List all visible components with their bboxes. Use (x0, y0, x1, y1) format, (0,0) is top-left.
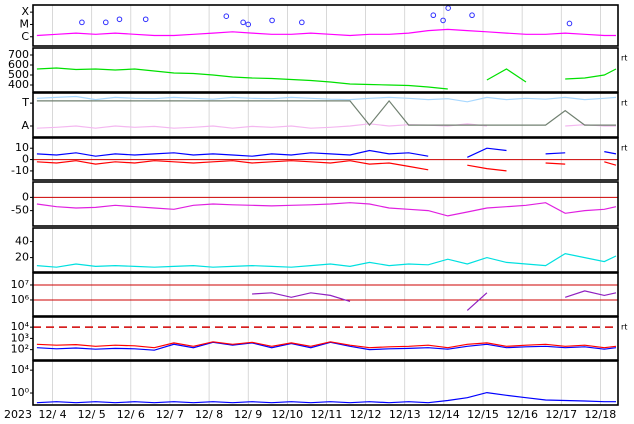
flare-marker (223, 13, 230, 20)
panel-frame (32, 181, 619, 227)
x-tick-label: 12/15 (467, 408, 499, 421)
panel-frame (32, 4, 619, 47)
y-tick-label: C (21, 30, 29, 43)
y-tick-label: 0 (22, 190, 29, 203)
series-line (36, 67, 617, 90)
y-tick-label: 10 (15, 141, 29, 154)
x-tick-label: 12/17 (545, 408, 577, 421)
panel-frame (32, 272, 619, 317)
y-tick-label: -50 (11, 204, 29, 217)
series-line (36, 28, 616, 37)
panel-frame (32, 92, 619, 138)
y-tick-label: 10⁴ (11, 320, 30, 333)
x-tick-label: 12/ 4 (38, 408, 66, 421)
x-tick-label: 12/10 (271, 408, 303, 421)
flare-marker (79, 19, 85, 26)
year-label: 2023 (4, 408, 32, 421)
series-line (252, 290, 617, 311)
flare-marker (440, 17, 446, 24)
series-line (36, 147, 617, 158)
flare-marker (102, 19, 109, 26)
y-tick-label: 0 (22, 153, 29, 166)
x-tick-label: 12/ 8 (195, 408, 223, 421)
side-label: rt (621, 144, 627, 153)
flare-marker (430, 12, 437, 19)
x-tick-label: 12/ 7 (156, 408, 184, 421)
y-tick-label: 600 (8, 58, 29, 71)
y-tick-label: 10³ (11, 331, 29, 344)
y-tick-label: 10⁰ (11, 386, 30, 399)
panel-frame (32, 47, 619, 93)
series-line (36, 160, 617, 172)
y-tick-label: 20 (15, 251, 29, 264)
side-label: rt (621, 323, 627, 332)
y-tick-label: 700 (8, 48, 29, 61)
side-label: rt (621, 54, 627, 63)
series-line (36, 391, 616, 404)
flare-marker (445, 5, 451, 11)
y-tick-label: X (21, 5, 29, 18)
y-tick-label: T (21, 96, 29, 109)
x-tick-label: 12/ 9 (234, 408, 262, 421)
panel-frame (32, 360, 619, 406)
y-tick-label: 400 (8, 78, 29, 91)
panel-frame (32, 227, 619, 273)
x-tick-label: 12/12 (350, 408, 382, 421)
flare-marker (116, 16, 123, 23)
series-line (36, 202, 617, 217)
x-tick-label: 12/14 (428, 408, 460, 421)
x-tick-label: 12/18 (585, 408, 617, 421)
x-tick-label: 12/11 (311, 408, 343, 421)
series-line (36, 252, 617, 268)
y-tick-label: 10⁴ (11, 363, 30, 376)
y-tick-label: 40 (15, 235, 29, 248)
side-label: rt (621, 99, 627, 108)
series-line (36, 99, 616, 127)
y-tick-label: 500 (8, 68, 29, 81)
y-tick-label: 10⁶ (11, 293, 30, 306)
y-tick-label: 10⁷ (11, 278, 29, 291)
flare-marker (240, 19, 246, 26)
series-line (36, 341, 617, 349)
series-line (36, 95, 617, 103)
x-tick-label: 12/13 (389, 408, 421, 421)
flare-marker (299, 19, 305, 26)
x-tick-label: 12/ 6 (117, 408, 145, 421)
y-tick-label: 10² (11, 343, 29, 356)
y-tick-label: A (21, 119, 29, 132)
panel-frame (32, 137, 619, 181)
y-tick-label: -10 (11, 164, 29, 177)
flare-marker (245, 21, 252, 28)
flare-marker (469, 12, 475, 19)
y-tick-label: M (20, 17, 30, 30)
flare-marker (269, 17, 275, 24)
flare-marker (142, 16, 149, 23)
x-tick-label: 12/ 5 (78, 408, 106, 421)
panel-frame (32, 316, 619, 361)
x-tick-label: 12/16 (506, 408, 538, 421)
flare-marker (566, 20, 573, 27)
